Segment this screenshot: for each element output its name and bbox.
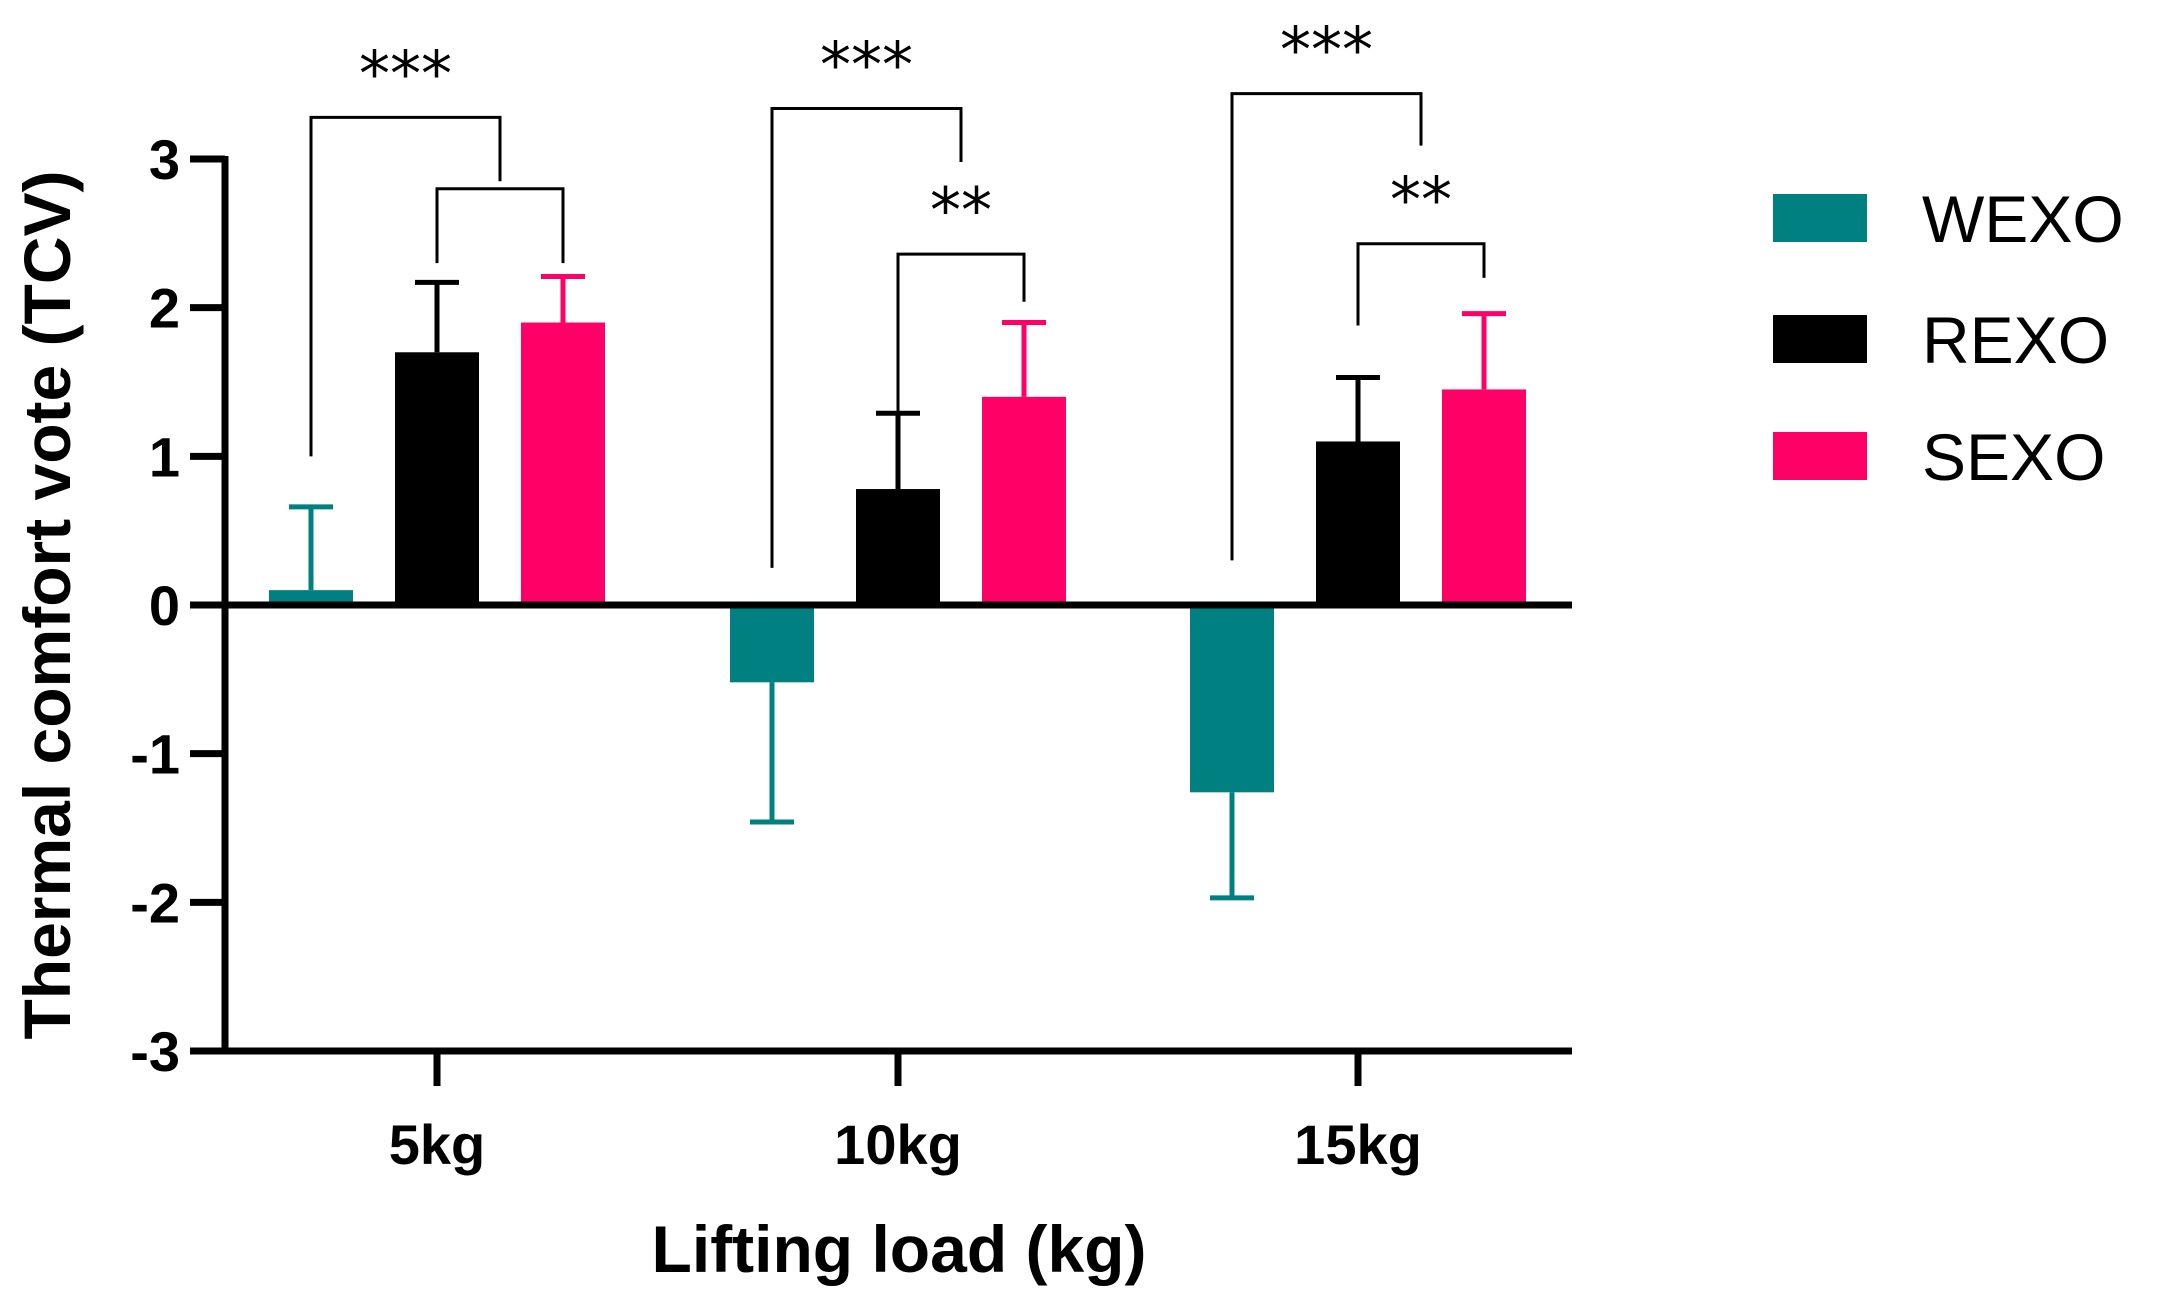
y-tick-label: 0 bbox=[149, 574, 180, 637]
legend-swatch-wexo bbox=[1773, 194, 1867, 242]
y-tick-label: -2 bbox=[130, 871, 180, 934]
x-axis-title: Lifting load (kg) bbox=[652, 1212, 1147, 1286]
significance-bracket bbox=[435, 187, 565, 264]
bar-sexo-10kg bbox=[982, 396, 1066, 605]
significance-bracket bbox=[896, 252, 1026, 414]
legend-swatch-sexo bbox=[1773, 432, 1867, 480]
y-tick-label: 2 bbox=[149, 277, 180, 340]
y-tick-label: 3 bbox=[149, 128, 180, 191]
x-tick-label: 15kg bbox=[1294, 1113, 1422, 1176]
legend-label-wexo: WEXO bbox=[1922, 182, 2124, 256]
significance-label: ** bbox=[930, 174, 992, 247]
significance-label: *** bbox=[820, 28, 913, 101]
significance-bracket bbox=[1230, 92, 1423, 561]
significance-bracket bbox=[309, 115, 502, 457]
significance-label: *** bbox=[1280, 14, 1373, 87]
legend-label-rexo: REXO bbox=[1922, 303, 2109, 377]
significance-label: *** bbox=[359, 37, 452, 110]
significance-label: ** bbox=[1390, 164, 1452, 237]
bar-rexo-5kg bbox=[395, 352, 479, 605]
y-axis-title: Thermal comfort vote (TCV) bbox=[10, 170, 84, 1039]
legend-swatch-rexo bbox=[1773, 315, 1867, 363]
x-tick-label: 5kg bbox=[389, 1113, 486, 1176]
bar-rexo-10kg bbox=[856, 489, 940, 605]
significance-bracket bbox=[770, 106, 963, 568]
significance-bracket bbox=[1356, 242, 1486, 326]
y-tick-label: -1 bbox=[130, 723, 180, 786]
bar-rexo-15kg bbox=[1316, 441, 1400, 605]
y-tick-label: 1 bbox=[149, 425, 180, 488]
bar-wexo-10kg bbox=[730, 605, 814, 683]
bar-sexo-15kg bbox=[1442, 389, 1526, 605]
y-tick-label: -3 bbox=[130, 1020, 180, 1083]
bar-sexo-5kg bbox=[521, 322, 605, 605]
x-tick-label: 10kg bbox=[834, 1113, 962, 1176]
legend-label-sexo: SEXO bbox=[1922, 420, 2105, 494]
bar-wexo-5kg bbox=[269, 590, 353, 605]
bar-wexo-15kg bbox=[1190, 605, 1274, 793]
